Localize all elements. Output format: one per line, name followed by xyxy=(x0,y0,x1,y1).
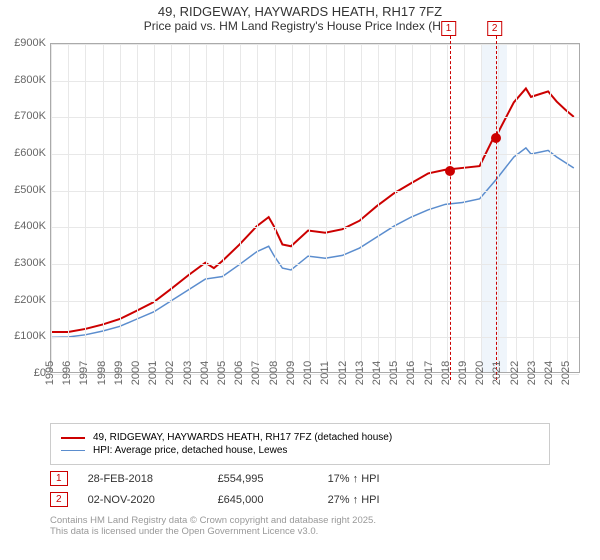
y-axis-label: £100K xyxy=(14,330,50,342)
chart-subtitle: Price paid vs. HM Land Registry's House … xyxy=(0,19,600,33)
legend-label: HPI: Average price, detached house, Lewe… xyxy=(93,445,287,456)
sale-delta: 27% ↑ HPI xyxy=(328,494,380,506)
y-axis-label: £800K xyxy=(14,74,50,86)
x-axis-label: 2022 xyxy=(502,361,520,385)
footer-line-1: Contains HM Land Registry data © Crown c… xyxy=(50,515,550,526)
x-axis-label: 2023 xyxy=(520,361,538,385)
x-axis-label: 2010 xyxy=(296,361,314,385)
y-axis-label: £700K xyxy=(14,110,50,122)
x-axis-label: 2025 xyxy=(554,361,572,385)
sale-badge: 1 xyxy=(50,471,68,486)
sale-marker-badge: 1 xyxy=(441,21,457,36)
x-axis-label: 2005 xyxy=(210,361,228,385)
sale-marker-dot xyxy=(491,133,501,143)
sale-date: 02-NOV-2020 xyxy=(88,494,198,506)
x-axis-label: 2004 xyxy=(193,361,211,385)
x-axis-label: 2013 xyxy=(347,361,365,385)
sales-list: 1 28-FEB-2018 £554,995 17% ↑ HPI 2 02-NOV-202… xyxy=(0,471,600,507)
sale-price: £554,995 xyxy=(218,473,308,485)
y-axis-label: £500K xyxy=(14,184,50,196)
x-axis-label: 2008 xyxy=(261,361,279,385)
sale-badge: 2 xyxy=(50,492,68,507)
x-axis-label: 2016 xyxy=(399,361,417,385)
x-axis-label: 2014 xyxy=(365,361,383,385)
footer-line-2: This data is licensed under the Open Gov… xyxy=(50,526,550,537)
sale-marker-line xyxy=(450,36,451,380)
sale-date: 28-FEB-2018 xyxy=(88,473,198,485)
legend-row: 49, RIDGEWAY, HAYWARDS HEATH, RH17 7FZ (… xyxy=(61,432,539,443)
x-axis-label: 2006 xyxy=(227,361,245,385)
x-axis-label: 2015 xyxy=(382,361,400,385)
y-axis-label: £900K xyxy=(14,37,50,49)
x-axis-label: 2017 xyxy=(416,361,434,385)
y-axis-label: £200K xyxy=(14,294,50,306)
sale-delta: 17% ↑ HPI xyxy=(328,473,380,485)
x-axis-label: 2021 xyxy=(485,361,503,385)
x-axis-label: 1999 xyxy=(107,361,125,385)
x-axis-label: 1998 xyxy=(89,361,107,385)
x-axis-label: 2000 xyxy=(124,361,142,385)
x-axis-label: 2001 xyxy=(141,361,159,385)
y-axis-label: £400K xyxy=(14,220,50,232)
x-axis-label: 2018 xyxy=(434,361,452,385)
legend-box: 49, RIDGEWAY, HAYWARDS HEATH, RH17 7FZ (… xyxy=(50,423,550,465)
sale-row: 2 02-NOV-2020 £645,000 27% ↑ HPI xyxy=(50,492,550,507)
sale-price: £645,000 xyxy=(218,494,308,506)
sale-marker-badge: 2 xyxy=(487,21,503,36)
footer-attribution: Contains HM Land Registry data © Crown c… xyxy=(50,515,550,537)
x-axis-label: 2007 xyxy=(244,361,262,385)
x-axis-label: 1997 xyxy=(72,361,90,385)
y-axis-label: £600K xyxy=(14,147,50,159)
x-axis-label: 2003 xyxy=(175,361,193,385)
chart-container: 49, RIDGEWAY, HAYWARDS HEATH, RH17 7FZ P… xyxy=(0,0,600,560)
legend-swatch xyxy=(61,437,85,439)
legend-row: HPI: Average price, detached house, Lewe… xyxy=(61,445,539,456)
legend-label: 49, RIDGEWAY, HAYWARDS HEATH, RH17 7FZ (… xyxy=(93,432,392,443)
legend-swatch xyxy=(61,450,85,451)
plot-background xyxy=(50,43,580,373)
chart-lines xyxy=(51,44,579,372)
x-axis-label: 2020 xyxy=(468,361,486,385)
chart-plot-area: £0£100K£200K£300K£400K£500K£600K£700K£80… xyxy=(50,43,580,373)
x-axis-label: 1996 xyxy=(55,361,73,385)
x-axis-label: 2024 xyxy=(537,361,555,385)
x-axis-label: 2009 xyxy=(279,361,297,385)
sale-row: 1 28-FEB-2018 £554,995 17% ↑ HPI xyxy=(50,471,550,486)
x-axis-label: 2019 xyxy=(451,361,469,385)
x-axis-label: 2012 xyxy=(330,361,348,385)
x-axis-label: 2011 xyxy=(313,361,331,385)
sale-marker-dot xyxy=(445,166,455,176)
x-axis-label: 2002 xyxy=(158,361,176,385)
chart-title: 49, RIDGEWAY, HAYWARDS HEATH, RH17 7FZ xyxy=(0,0,600,19)
sale-marker-line xyxy=(496,36,497,380)
x-axis-label: 1995 xyxy=(38,361,56,385)
y-axis-label: £300K xyxy=(14,257,50,269)
